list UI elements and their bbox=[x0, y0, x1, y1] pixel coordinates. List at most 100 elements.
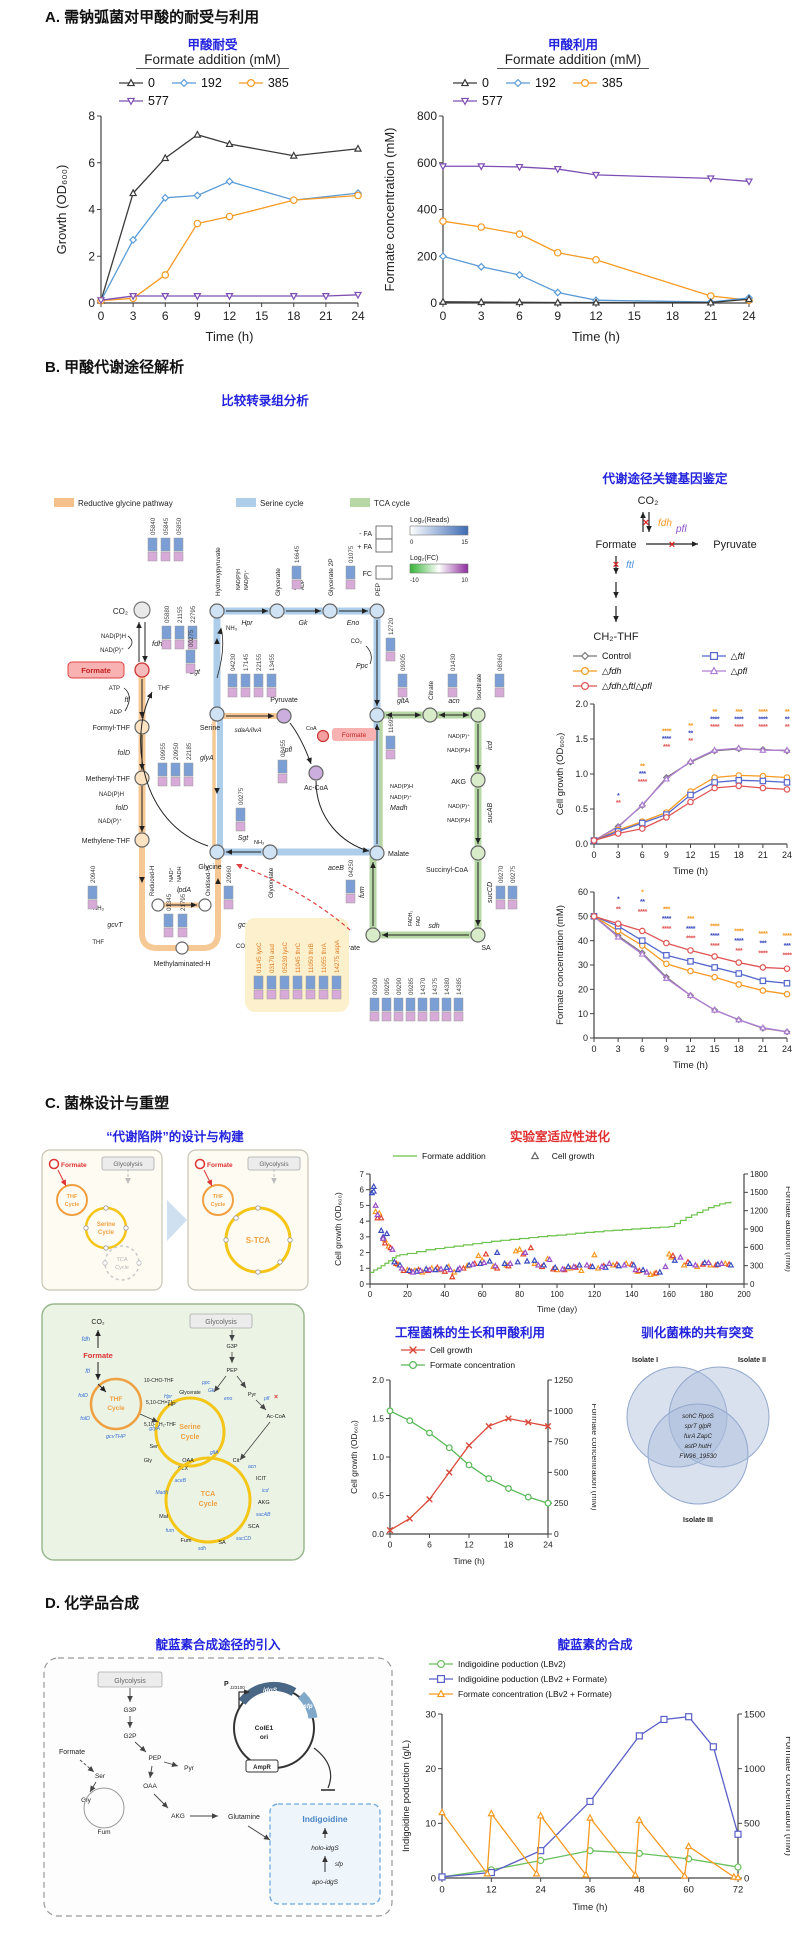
svg-text:6: 6 bbox=[640, 850, 645, 860]
svg-text:9: 9 bbox=[554, 309, 561, 323]
svg-text:Pyruvate: Pyruvate bbox=[713, 539, 756, 551]
svg-text:Glycerate: Glycerate bbox=[179, 1390, 201, 1396]
svg-text:20950: 20950 bbox=[173, 742, 180, 760]
svg-text:Citrate: Citrate bbox=[428, 680, 435, 700]
svg-text:****: **** bbox=[734, 724, 744, 731]
svg-text:****: **** bbox=[710, 933, 720, 940]
svg-text:600: 600 bbox=[750, 1243, 764, 1252]
svg-text:11055 thrA: 11055 thrA bbox=[321, 942, 328, 973]
svg-text:12: 12 bbox=[685, 1044, 695, 1054]
svg-text:2.0: 2.0 bbox=[575, 699, 588, 709]
svg-text:NAD(P)⁺: NAD(P)⁺ bbox=[390, 794, 412, 801]
legend-formate-utilization: 0 192 385 577 bbox=[452, 76, 667, 108]
svg-text:09955: 09955 bbox=[160, 742, 167, 760]
svg-text:900: 900 bbox=[750, 1225, 764, 1234]
svg-text:Fum: Fum bbox=[181, 1538, 192, 1544]
svg-text:****: **** bbox=[638, 909, 648, 916]
svg-text:Ser: Ser bbox=[95, 1773, 106, 1780]
chart-mutant-growth: 0 3 6 9 12 15 18 21 24 Time (h) 0.0 0.5 1.0 1.5 2.0 Cel… bbox=[552, 696, 797, 883]
svg-text:****: **** bbox=[638, 779, 648, 786]
svg-text:Gk: Gk bbox=[208, 1388, 215, 1394]
svg-text:apo-idgS: apo-idgS bbox=[312, 1879, 339, 1886]
svg-text:furA ZapC: furA ZapC bbox=[684, 1433, 712, 1440]
svg-text:24: 24 bbox=[535, 1885, 546, 1896]
svg-text:Isolate II: Isolate II bbox=[738, 1357, 766, 1364]
svg-text:600: 600 bbox=[417, 156, 437, 170]
svg-text:Isolate III: Isolate III bbox=[683, 1517, 713, 1524]
svg-text:Cell growth (OD₆₀₀): Cell growth (OD₆₀₀) bbox=[349, 1420, 359, 1494]
svg-text:500: 500 bbox=[554, 1467, 568, 1477]
svg-text:09300: 09300 bbox=[372, 977, 379, 995]
svg-text:40: 40 bbox=[440, 1290, 449, 1299]
panel-c-title: C. 菌株设计与重塑 bbox=[45, 1095, 170, 1112]
metabolic-trap-design-diagram: FormateGlycolysisTHFCycleSerineCycleTCAC… bbox=[41, 1149, 309, 1291]
svg-text:THF: THF bbox=[67, 1194, 78, 1200]
series-△fdh△ftl△pfl bbox=[590, 913, 791, 972]
svg-text:folD: folD bbox=[80, 1416, 90, 1422]
svg-text:sucAB: sucAB bbox=[487, 802, 494, 823]
svg-text:NAD(P)⁺: NAD(P)⁺ bbox=[448, 803, 470, 810]
svg-text:NAD⁺: NAD⁺ bbox=[168, 867, 175, 882]
svg-text:CO₂: CO₂ bbox=[351, 639, 363, 645]
svg-text:CO₂: CO₂ bbox=[638, 495, 659, 507]
svg-text:22155: 22155 bbox=[256, 653, 263, 671]
svg-text:0: 0 bbox=[439, 1885, 444, 1896]
svg-text:*: * bbox=[641, 889, 644, 896]
svg-text:14375: 14375 bbox=[432, 977, 439, 995]
svg-text:NAD(P)⁺: NAD(P)⁺ bbox=[448, 733, 470, 740]
svg-text:SA: SA bbox=[481, 945, 491, 952]
svg-text:acn: acn bbox=[248, 1464, 256, 1470]
svg-text:Serine: Serine bbox=[179, 1424, 201, 1431]
svg-text:Formate: Formate bbox=[596, 539, 637, 551]
axes: 0 3 6 9 12 15 18 21 24 Time (h) 0 10 20 30 40 50 60 Forma… bbox=[555, 887, 792, 1071]
svg-text:Cell growth (OD₆₀₀): Cell growth (OD₆₀₀) bbox=[555, 733, 566, 815]
svg-text:FW96_19530: FW96_19530 bbox=[679, 1453, 717, 1460]
svg-text:0: 0 bbox=[388, 1540, 393, 1550]
svg-text:14385: 14385 bbox=[456, 977, 463, 995]
svg-text:fum: fum bbox=[359, 886, 366, 898]
svg-text:1: 1 bbox=[360, 1264, 365, 1273]
svg-text:NAD(P)H: NAD(P)H bbox=[236, 569, 242, 590]
svg-text:**: ** bbox=[785, 724, 790, 731]
svg-text:5,10-CH₂-THF: 5,10-CH₂-THF bbox=[144, 1422, 176, 1428]
legend-item: 192 bbox=[171, 76, 222, 90]
svg-text:****: **** bbox=[758, 724, 768, 731]
svg-text:20940: 20940 bbox=[90, 865, 97, 883]
legend-item: Control bbox=[572, 650, 687, 662]
series-577 bbox=[438, 163, 754, 186]
svg-text:****: **** bbox=[662, 926, 672, 933]
svg-text:Glycine: Glycine bbox=[198, 864, 221, 871]
svg-text:FADH₂: FADH₂ bbox=[408, 911, 414, 926]
svg-text:ATP: ATP bbox=[109, 686, 120, 692]
svg-text:Glutamine: Glutamine bbox=[228, 1814, 260, 1821]
svg-text:**: ** bbox=[616, 800, 621, 807]
engineered-pathway-diagram: CO₂ fdh Formate ftl Glycolysis THF Cycle 10-CHO… bbox=[41, 1303, 305, 1561]
legend-item: △ftl bbox=[701, 650, 782, 662]
svg-text:NAD(P)⁺: NAD(P)⁺ bbox=[98, 818, 122, 825]
svg-text:15: 15 bbox=[710, 1044, 720, 1054]
svg-text:pfl: pfl bbox=[284, 747, 293, 754]
svg-text:*: * bbox=[617, 793, 620, 800]
chart-svg: 0 6 12 18 24 Time (h) 0.0 0.5 1.0 1.5 2.0 Cell grow… bbox=[349, 1375, 600, 1566]
legend-item: △fdh△ftl△pfl bbox=[572, 680, 687, 692]
svg-text:21: 21 bbox=[319, 309, 333, 323]
svg-text:08360: 08360 bbox=[497, 653, 504, 671]
scene-content: Glycolysis G3P G2P PEP Pyr OAA Formate Ser Gly Fu… bbox=[43, 1657, 393, 1917]
svg-text:Cell growth (OD₆₀₀): Cell growth (OD₆₀₀) bbox=[333, 1192, 343, 1266]
svg-text:J23100: J23100 bbox=[230, 1685, 245, 1690]
svg-text:12: 12 bbox=[685, 850, 695, 860]
svg-text:fdh: fdh bbox=[82, 1337, 91, 1343]
svg-text:9: 9 bbox=[664, 850, 669, 860]
svg-text:5: 5 bbox=[360, 1201, 365, 1210]
panel-a-title: A. 需钠弧菌对甲酸的耐受与利用 bbox=[45, 9, 260, 26]
svg-text:Time (h): Time (h) bbox=[453, 1556, 484, 1566]
svg-text:22795: 22795 bbox=[190, 605, 197, 623]
svg-text:6: 6 bbox=[640, 1044, 645, 1054]
svg-text:**: ** bbox=[785, 709, 790, 716]
svg-text:Serine: Serine bbox=[200, 725, 220, 732]
svg-text:3: 3 bbox=[616, 850, 621, 860]
svg-text:****: **** bbox=[710, 717, 720, 724]
svg-text:****: **** bbox=[662, 728, 672, 735]
svg-text:****: **** bbox=[734, 938, 744, 945]
series-△pfl bbox=[590, 744, 791, 844]
